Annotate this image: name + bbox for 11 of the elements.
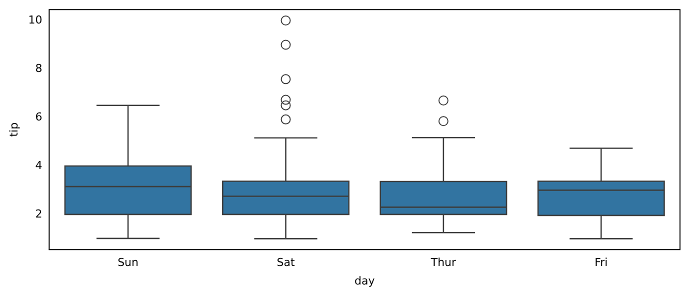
y-tick-label: 2 [35,207,42,220]
x-tick-label: Fri [594,256,608,270]
y-tick-label: 8 [35,62,42,75]
x-tick-label: Sun [118,256,139,270]
y-tick-label: 4 [35,158,42,172]
x-axis-title: day [354,274,376,288]
y-tick-label: 10 [28,13,42,26]
x-tick-label: Sat [276,256,296,270]
x-tick-label: Thur [430,256,457,270]
y-axis-title: tip [7,122,20,137]
y-tick-label: 6 [35,110,42,124]
